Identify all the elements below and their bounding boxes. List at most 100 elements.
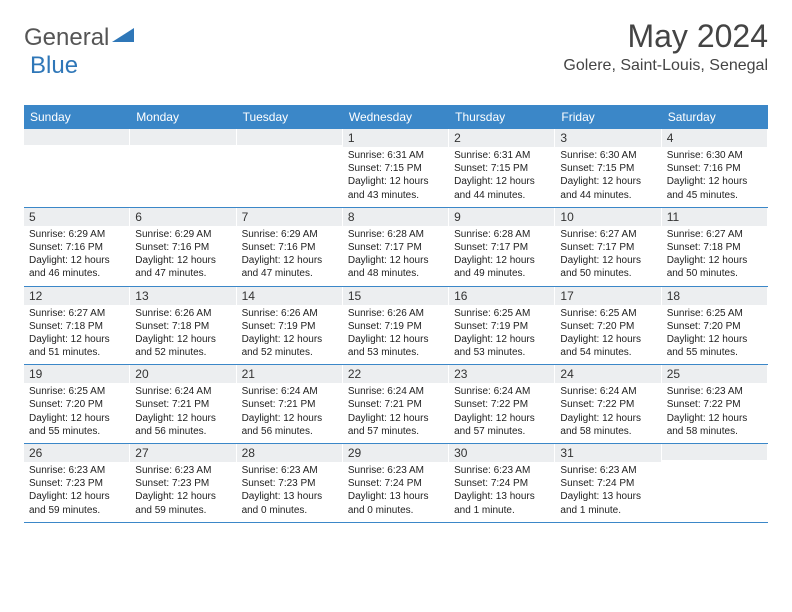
day-details: Sunrise: 6:24 AMSunset: 7:21 PMDaylight:… <box>242 385 337 438</box>
day-details: Sunrise: 6:23 AMSunset: 7:24 PMDaylight:… <box>348 464 443 517</box>
day-details: Sunrise: 6:25 AMSunset: 7:20 PMDaylight:… <box>667 307 762 360</box>
location: Golere, Saint-Louis, Senegal <box>563 57 768 75</box>
day-number: 4 <box>662 129 767 147</box>
day-details: Sunrise: 6:23 AMSunset: 7:23 PMDaylight:… <box>29 464 124 517</box>
day-cell: 1 Sunrise: 6:31 AMSunset: 7:15 PMDaylight… <box>343 129 449 207</box>
day-cell: 17Sunrise: 6:25 AMSunset: 7:20 PMDayligh… <box>555 287 661 365</box>
day-number: 31 <box>555 444 660 462</box>
day-details: Sunrise: 6:31 AMSunset: 7:15 PMDaylight:… <box>454 149 549 202</box>
day-cell <box>24 129 130 207</box>
day-number: 6 <box>130 208 235 226</box>
day-number: 22 <box>343 365 448 383</box>
day-number: 13 <box>130 287 235 305</box>
day-details: Sunrise: 6:26 AMSunset: 7:19 PMDaylight:… <box>242 307 337 360</box>
day-cell: 25Sunrise: 6:23 AMSunset: 7:22 PMDayligh… <box>662 365 768 443</box>
day-header: Friday <box>555 105 661 129</box>
day-details: Sunrise: 6:31 AMSunset: 7:15 PMDaylight:… <box>348 149 443 202</box>
week-row: 1 Sunrise: 6:31 AMSunset: 7:15 PMDaylight… <box>24 129 768 208</box>
day-number: 5 <box>24 208 129 226</box>
day-cell <box>237 129 343 207</box>
day-cell: 27 Sunrise: 6:23 AMSunset: 7:23 PMDayligh… <box>130 444 236 522</box>
day-cell: 7 Sunrise: 6:29 AMSunset: 7:16 PMDaylight… <box>237 208 343 286</box>
day-details: Sunrise: 6:23 AMSunset: 7:24 PMDaylight:… <box>454 464 549 517</box>
day-details: Sunrise: 6:23 AMSunset: 7:24 PMDaylight:… <box>560 464 655 517</box>
day-details: Sunrise: 6:28 AMSunset: 7:17 PMDaylight:… <box>454 228 549 281</box>
day-number <box>237 129 342 145</box>
day-cell: 26 Sunrise: 6:23 AMSunset: 7:23 PMDayligh… <box>24 444 130 522</box>
day-number: 9 <box>449 208 554 226</box>
month-title: May 2024 <box>563 18 768 55</box>
day-number: 2 <box>449 129 554 147</box>
day-details: Sunrise: 6:27 AMSunset: 7:18 PMDaylight:… <box>29 307 124 360</box>
day-details: Sunrise: 6:27 AMSunset: 7:18 PMDaylight:… <box>667 228 762 281</box>
day-number: 15 <box>343 287 448 305</box>
logo-text-2: Blue <box>30 52 78 80</box>
day-number: 18 <box>662 287 767 305</box>
day-number: 26 <box>24 444 129 462</box>
day-number <box>24 129 129 145</box>
day-details: Sunrise: 6:24 AMSunset: 7:22 PMDaylight:… <box>560 385 655 438</box>
day-header: Wednesday <box>343 105 449 129</box>
day-number: 14 <box>237 287 342 305</box>
day-cell: 30Sunrise: 6:23 AMSunset: 7:24 PMDayligh… <box>449 444 555 522</box>
day-cell: 22 Sunrise: 6:24 AMSunset: 7:21 PMDayligh… <box>343 365 449 443</box>
day-number: 7 <box>237 208 342 226</box>
day-number <box>130 129 235 145</box>
day-details: Sunrise: 6:23 AMSunset: 7:22 PMDaylight:… <box>667 385 762 438</box>
title-block: May 2024 Golere, Saint-Louis, Senegal <box>563 18 768 75</box>
week-row: 26 Sunrise: 6:23 AMSunset: 7:23 PMDayligh… <box>24 444 768 523</box>
day-details: Sunrise: 6:29 AMSunset: 7:16 PMDaylight:… <box>242 228 337 281</box>
day-details: Sunrise: 6:30 AMSunset: 7:16 PMDaylight:… <box>667 149 762 202</box>
day-cell: 5Sunrise: 6:29 AMSunset: 7:16 PMDaylight… <box>24 208 130 286</box>
day-details: Sunrise: 6:27 AMSunset: 7:17 PMDaylight:… <box>560 228 655 281</box>
logo-text-1: General <box>24 24 109 52</box>
weeks-container: 1 Sunrise: 6:31 AMSunset: 7:15 PMDaylight… <box>24 129 768 523</box>
day-details: Sunrise: 6:30 AMSunset: 7:15 PMDaylight:… <box>560 149 655 202</box>
day-cell: 24Sunrise: 6:24 AMSunset: 7:22 PMDayligh… <box>555 365 661 443</box>
day-number: 20 <box>130 365 235 383</box>
day-cell: 21Sunrise: 6:24 AMSunset: 7:21 PMDayligh… <box>237 365 343 443</box>
day-cell: 28Sunrise: 6:23 AMSunset: 7:23 PMDayligh… <box>237 444 343 522</box>
day-number: 29 <box>343 444 448 462</box>
day-header: Tuesday <box>237 105 343 129</box>
header-row: General May 2024 Golere, Saint-Louis, Se… <box>24 18 768 75</box>
day-cell: 23Sunrise: 6:24 AMSunset: 7:22 PMDayligh… <box>449 365 555 443</box>
week-row: 19Sunrise: 6:25 AMSunset: 7:20 PMDayligh… <box>24 365 768 444</box>
day-number: 16 <box>449 287 554 305</box>
day-cell: 10 Sunrise: 6:27 AMSunset: 7:17 PMDayligh… <box>555 208 661 286</box>
day-number: 11 <box>662 208 767 226</box>
day-number: 12 <box>24 287 129 305</box>
day-number: 3 <box>555 129 660 147</box>
day-cell: 11 Sunrise: 6:27 AMSunset: 7:18 PMDayligh… <box>662 208 768 286</box>
day-number: 28 <box>237 444 342 462</box>
day-number: 10 <box>555 208 660 226</box>
day-details: Sunrise: 6:24 AMSunset: 7:21 PMDaylight:… <box>348 385 443 438</box>
day-details: Sunrise: 6:23 AMSunset: 7:23 PMDaylight:… <box>135 464 230 517</box>
day-cell: 12 Sunrise: 6:27 AMSunset: 7:18 PMDayligh… <box>24 287 130 365</box>
day-number: 27 <box>130 444 235 462</box>
day-cell: 20 Sunrise: 6:24 AMSunset: 7:21 PMDayligh… <box>130 365 236 443</box>
day-cell: 31 Sunrise: 6:23 AMSunset: 7:24 PMDayligh… <box>555 444 661 522</box>
day-header: Sunday <box>24 105 130 129</box>
day-cell: 6Sunrise: 6:29 AMSunset: 7:16 PMDaylight… <box>130 208 236 286</box>
calendar: SundayMondayTuesdayWednesdayThursdayFrid… <box>24 105 768 523</box>
day-number: 19 <box>24 365 129 383</box>
logo-triangle-icon <box>112 28 134 49</box>
day-header: Thursday <box>449 105 555 129</box>
day-details: Sunrise: 6:24 AMSunset: 7:21 PMDaylight:… <box>135 385 230 438</box>
day-header: Saturday <box>662 105 768 129</box>
day-cell: 18 Sunrise: 6:25 AMSunset: 7:20 PMDayligh… <box>662 287 768 365</box>
day-cell: 29 Sunrise: 6:23 AMSunset: 7:24 PMDayligh… <box>343 444 449 522</box>
week-row: 12 Sunrise: 6:27 AMSunset: 7:18 PMDayligh… <box>24 287 768 366</box>
day-cell: 8Sunrise: 6:28 AMSunset: 7:17 PMDaylight… <box>343 208 449 286</box>
day-cell: 3 Sunrise: 6:30 AMSunset: 7:15 PMDaylight… <box>555 129 661 207</box>
day-header-row: SundayMondayTuesdayWednesdayThursdayFrid… <box>24 105 768 129</box>
day-number <box>662 444 767 460</box>
day-cell <box>662 444 768 522</box>
day-details: Sunrise: 6:24 AMSunset: 7:22 PMDaylight:… <box>454 385 549 438</box>
day-details: Sunrise: 6:26 AMSunset: 7:19 PMDaylight:… <box>348 307 443 360</box>
day-number: 1 <box>343 129 448 147</box>
day-cell: 13Sunrise: 6:26 AMSunset: 7:18 PMDayligh… <box>130 287 236 365</box>
day-cell: 4 Sunrise: 6:30 AMSunset: 7:16 PMDaylight… <box>662 129 768 207</box>
day-cell <box>130 129 236 207</box>
